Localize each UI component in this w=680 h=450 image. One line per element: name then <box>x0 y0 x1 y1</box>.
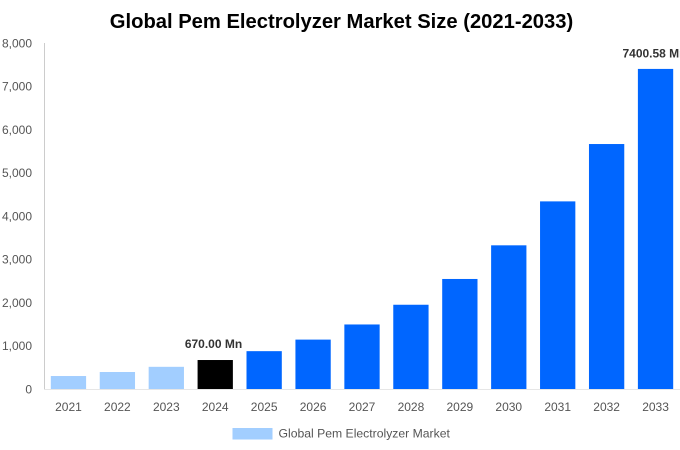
svg-text:670.00 Mn: 670.00 Mn <box>185 337 242 351</box>
svg-text:2025: 2025 <box>251 400 278 414</box>
svg-text:4,000: 4,000 <box>2 209 32 223</box>
svg-text:5,000: 5,000 <box>2 166 32 180</box>
svg-text:1,000: 1,000 <box>2 339 32 353</box>
svg-text:8,000: 8,000 <box>2 36 32 50</box>
svg-text:Global Pem Electrolyzer Market: Global Pem Electrolyzer Market Size (202… <box>110 11 573 33</box>
svg-text:2028: 2028 <box>398 400 425 414</box>
svg-text:2032: 2032 <box>593 400 620 414</box>
svg-text:2027: 2027 <box>349 400 376 414</box>
svg-text:2022: 2022 <box>104 400 131 414</box>
svg-text:2031: 2031 <box>544 400 571 414</box>
svg-text:7400.58 Mn: 7400.58 Mn <box>622 47 680 61</box>
svg-text:Global Pem Electrolyzer Market: Global Pem Electrolyzer Market <box>279 427 451 441</box>
svg-text:2029: 2029 <box>446 400 473 414</box>
svg-text:2033: 2033 <box>642 400 669 414</box>
svg-text:6,000: 6,000 <box>2 123 32 137</box>
svg-text:2023: 2023 <box>153 400 180 414</box>
svg-text:2030: 2030 <box>495 400 522 414</box>
svg-text:2024: 2024 <box>202 400 229 414</box>
svg-text:0: 0 <box>25 382 32 396</box>
svg-text:2,000: 2,000 <box>2 296 32 310</box>
svg-text:2026: 2026 <box>300 400 327 414</box>
svg-text:2021: 2021 <box>55 400 82 414</box>
svg-text:3,000: 3,000 <box>2 253 32 267</box>
svg-text:7,000: 7,000 <box>2 80 32 94</box>
